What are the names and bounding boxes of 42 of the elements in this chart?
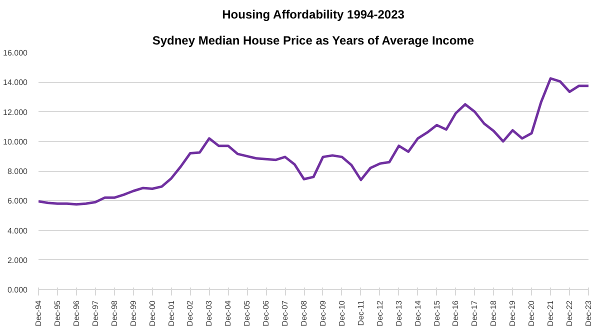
x-tick-label: Dec-23 [584,300,593,326]
x-tick-label: Dec-07 [280,300,290,326]
y-tick-label: 10.000 [3,137,28,146]
x-tick-label: Dec-16 [451,300,460,326]
x-tick-label: Dec-11 [356,300,366,326]
x-tick-label: Dec-00 [148,300,157,326]
x-tick-label: Dec-18 [489,300,498,326]
x-tick-label: Dec-99 [128,300,138,326]
x-tick-label: Dec-14 [413,300,422,326]
x-tick-label: Dec-12 [375,300,384,326]
y-tick-label: 8.000 [7,167,28,176]
y-tick-label: 4.000 [7,226,28,236]
x-tick-label: Dec-03 [204,300,214,326]
x-tick-label: Dec-15 [432,300,442,326]
x-tick-label: Dec-95 [52,300,62,326]
x-tick-label: Dec-19 [508,300,518,326]
x-tick-label: Dec-96 [72,300,81,326]
x-tick-label: Dec-17 [470,300,480,326]
x-tick-label: Dec-13 [394,300,404,326]
x-tick-label: Dec-05 [242,300,252,326]
x-tick-label: Dec-09 [318,300,328,326]
x-tick-label: Dec-02 [186,300,195,326]
y-tick-label: 16.000 [3,48,28,58]
x-tick-label: Dec-94 [34,300,43,326]
x-tick-label: Dec-04 [224,300,233,326]
x-tick-label: Dec-01 [166,300,176,326]
x-tick-label: Dec-22 [565,300,574,326]
chart-subtitle: Sydney Median House Price as Years of Average Income [152,34,474,48]
y-tick-label: 2.000 [7,256,28,265]
x-tick-label: Dec-08 [300,300,309,326]
y-tick-label: 14.000 [3,78,28,88]
line-series [38,77,588,206]
x-tick-label: Dec-06 [262,300,271,326]
x-tick-label: Dec-98 [110,300,119,326]
y-tick-label: 12.000 [3,108,28,117]
x-tick-label: Dec-10 [337,300,346,326]
y-tick-label: 0.000 [7,286,28,294]
chart-title: Housing Affordability 1994-2023 [222,8,405,22]
x-tick-label: Dec-20 [527,300,536,326]
y-tick-label: 6.000 [7,196,28,206]
x-tick-label: Dec-21 [546,300,556,326]
x-tick-label: Dec-97 [90,300,100,326]
